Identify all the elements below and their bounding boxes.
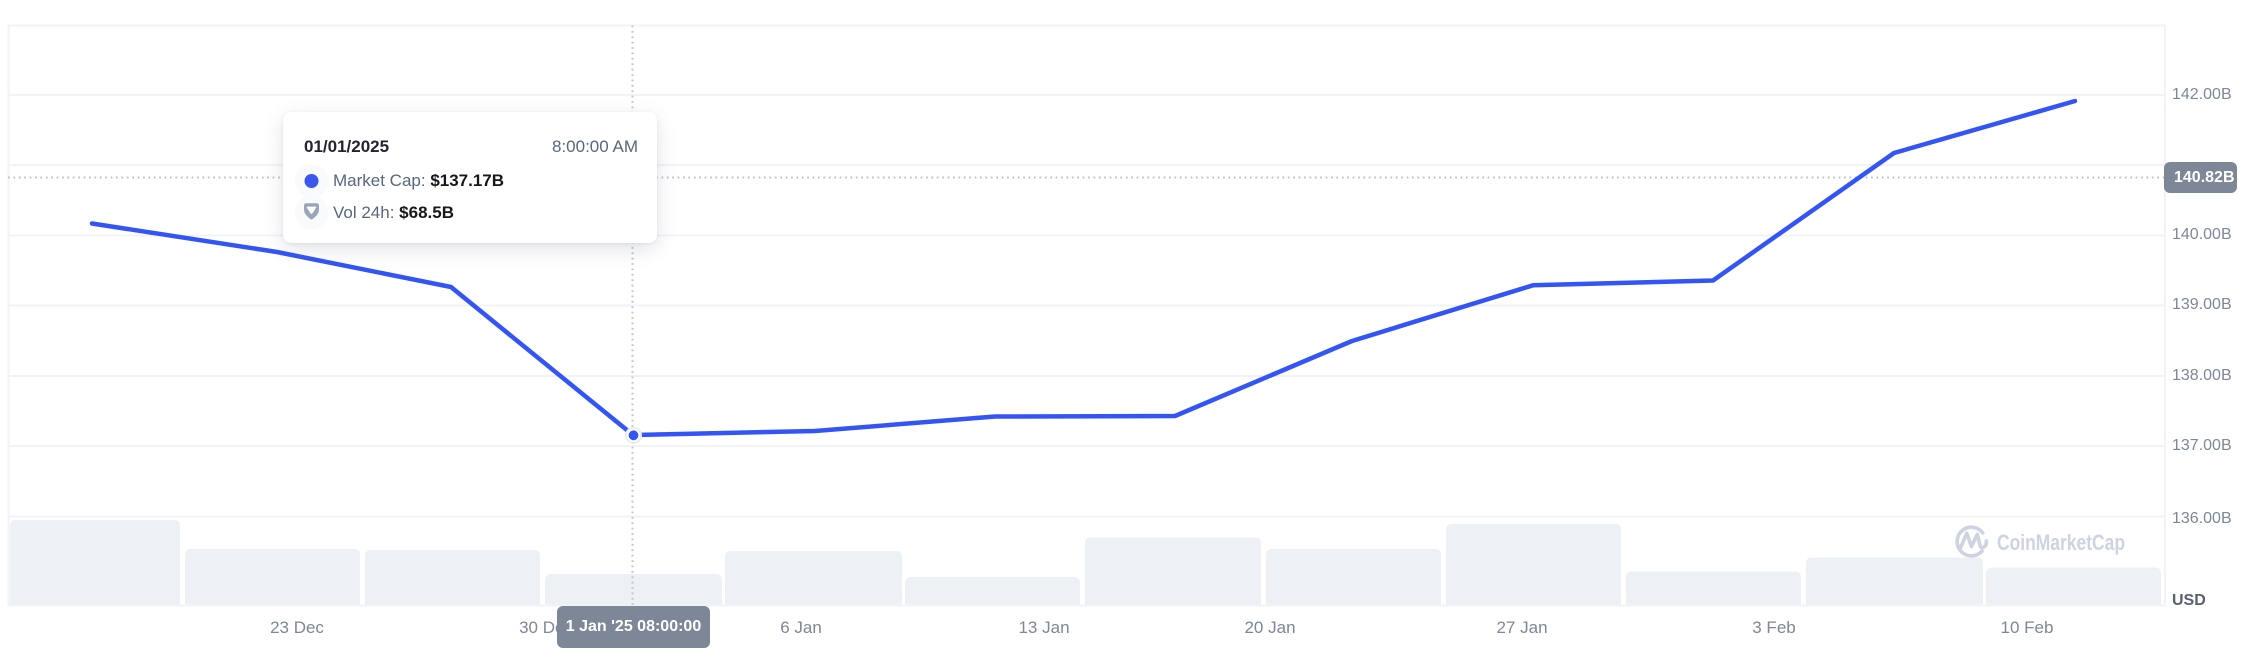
svg-text:CoinMarketCap: CoinMarketCap: [1997, 530, 2125, 555]
